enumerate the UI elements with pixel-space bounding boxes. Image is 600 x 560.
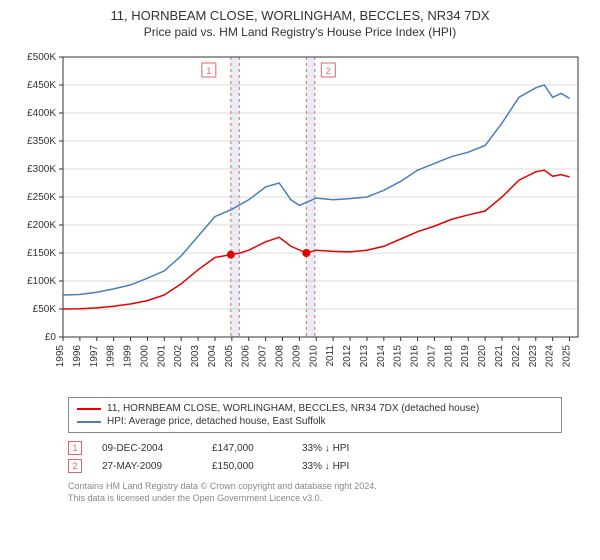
xlabel: 2016 xyxy=(410,345,421,368)
series-hpi xyxy=(63,85,570,295)
title-main: 11, HORNBEAM CLOSE, WORLINGHAM, BECCLES,… xyxy=(8,8,592,23)
sale-marker-label: 2 xyxy=(326,66,331,76)
sale-pct: 33% ↓ HPI xyxy=(302,443,382,454)
ylabel: £50K xyxy=(33,304,57,315)
xlabel: 2025 xyxy=(562,345,573,368)
xlabel: 2008 xyxy=(275,345,286,368)
xlabel: 2005 xyxy=(224,345,235,368)
sale-pct: 33% ↓ HPI xyxy=(302,461,382,472)
xlabel: 2001 xyxy=(156,345,167,368)
xlabel: 2020 xyxy=(477,345,488,368)
footer: Contains HM Land Registry data © Crown c… xyxy=(68,481,562,504)
xlabel: 2023 xyxy=(528,345,539,368)
ylabel: £0 xyxy=(45,332,57,343)
ylabel: £200K xyxy=(27,220,56,231)
ylabel: £250K xyxy=(27,192,56,203)
chart-area: £0 £50K £100K £150K £200K £250K £300K £350K £400… xyxy=(8,47,588,387)
sales-table: 1 09-DEC-2004 £147,000 33% ↓ HPI 2 27-MAY-200… xyxy=(68,441,562,473)
xlabel: 1998 xyxy=(106,345,117,368)
ylabel: £500K xyxy=(27,52,56,63)
sale-marker: 2 xyxy=(68,459,82,473)
xlabel: 2013 xyxy=(359,345,370,368)
xlabel: 2021 xyxy=(494,345,505,368)
xlabel: 2019 xyxy=(460,345,471,368)
xlabel: 1996 xyxy=(72,345,83,368)
xlabel: 1997 xyxy=(89,345,100,368)
titles: 11, HORNBEAM CLOSE, WORLINGHAM, BECCLES,… xyxy=(8,8,592,39)
xlabel: 2003 xyxy=(190,345,201,368)
sale-date: 09-DEC-2004 xyxy=(102,443,192,454)
legend-label: HPI: Average price, detached house, East… xyxy=(107,416,326,427)
footer-line1: Contains HM Land Registry data © Crown c… xyxy=(68,481,562,493)
legend-swatch xyxy=(77,421,101,423)
chart-container: 11, HORNBEAM CLOSE, WORLINGHAM, BECCLES,… xyxy=(0,0,600,512)
chart-svg: £0 £50K £100K £150K £200K £250K £300K £350K £400… xyxy=(8,47,588,387)
sale-marker-label: 1 xyxy=(206,66,211,76)
legend-row: 11, HORNBEAM CLOSE, WORLINGHAM, BECCLES,… xyxy=(77,403,553,414)
legend-row: HPI: Average price, detached house, East… xyxy=(77,416,553,427)
xlabel: 2018 xyxy=(443,345,454,368)
xlabel: 2022 xyxy=(511,345,522,368)
sale-marker: 1 xyxy=(68,441,82,455)
series-property xyxy=(63,170,570,309)
ylabel: £300K xyxy=(27,164,56,175)
xlabel: 2017 xyxy=(426,345,437,368)
xlabel: 2010 xyxy=(308,345,319,368)
legend-swatch xyxy=(77,408,101,410)
legend-box: 11, HORNBEAM CLOSE, WORLINGHAM, BECCLES,… xyxy=(68,397,562,433)
ylabel: £450K xyxy=(27,80,56,91)
footer-line2: This data is licensed under the Open Gov… xyxy=(68,493,562,505)
xlabel: 2015 xyxy=(393,345,404,368)
xlabel: 2011 xyxy=(325,345,336,367)
sales-row: 1 09-DEC-2004 £147,000 33% ↓ HPI xyxy=(68,441,562,455)
xlabel: 2000 xyxy=(139,345,150,368)
ylabel: £400K xyxy=(27,108,56,119)
title-sub: Price paid vs. HM Land Registry's House … xyxy=(8,25,592,39)
xlabel: 2014 xyxy=(376,345,387,368)
xlabel: 1999 xyxy=(123,345,134,368)
xlabel: 2006 xyxy=(241,345,252,368)
xlabel: 2007 xyxy=(258,345,269,368)
ylabel: £150K xyxy=(27,248,56,259)
xlabel: 1995 xyxy=(55,345,66,368)
sale-price: £147,000 xyxy=(212,443,282,454)
ylabel: £350K xyxy=(27,136,56,147)
sale-dot xyxy=(227,251,235,259)
sales-row: 2 27-MAY-2009 £150,000 33% ↓ HPI xyxy=(68,459,562,473)
ylabel: £100K xyxy=(27,276,56,287)
sale-dot xyxy=(302,249,310,257)
sale-price: £150,000 xyxy=(212,461,282,472)
xlabel: 2004 xyxy=(207,345,218,368)
xlabel: 2012 xyxy=(342,345,353,368)
sale-date: 27-MAY-2009 xyxy=(102,461,192,472)
xlabel: 2002 xyxy=(173,345,184,368)
xlabel: 2024 xyxy=(545,345,556,368)
legend-label: 11, HORNBEAM CLOSE, WORLINGHAM, BECCLES,… xyxy=(107,403,479,414)
xlabel: 2009 xyxy=(291,345,302,368)
